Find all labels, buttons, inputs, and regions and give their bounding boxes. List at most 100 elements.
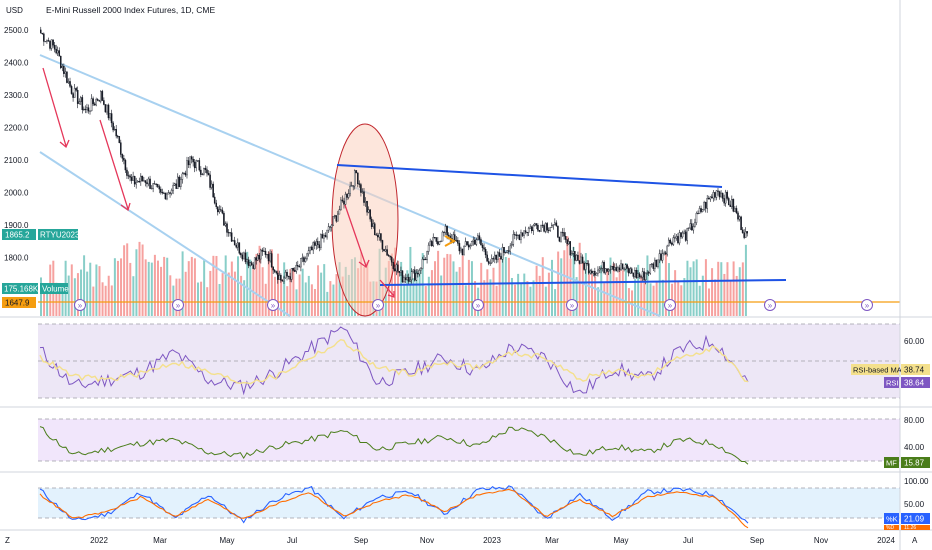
candle-body bbox=[100, 91, 102, 102]
volume-bar bbox=[547, 272, 550, 316]
event-markers: » » » » » » » » » bbox=[74, 299, 873, 311]
candle-body bbox=[280, 274, 282, 281]
volume-bar bbox=[326, 291, 329, 316]
volume-bar bbox=[664, 254, 667, 316]
volume-bar bbox=[523, 273, 526, 316]
candle-body bbox=[344, 193, 347, 205]
candle-body bbox=[655, 259, 658, 267]
candle-body bbox=[186, 160, 188, 176]
event-marker-icon bbox=[764, 299, 776, 311]
stoch-d-value: 11.26 bbox=[904, 525, 916, 531]
candle-body bbox=[543, 225, 545, 232]
candle-body bbox=[290, 268, 293, 280]
candle-body bbox=[150, 188, 153, 190]
volume-bar bbox=[150, 262, 153, 316]
price-axis-label: 2000.0 bbox=[4, 188, 29, 197]
candle-body bbox=[567, 241, 570, 245]
candle-body bbox=[115, 128, 117, 137]
candle-body bbox=[586, 263, 588, 265]
volume-bar bbox=[400, 261, 403, 316]
candle-body bbox=[144, 180, 147, 183]
event-marker-icon bbox=[664, 299, 676, 311]
candle-body bbox=[709, 196, 712, 200]
candle-body bbox=[227, 232, 230, 234]
volume-bar bbox=[720, 262, 723, 316]
candle-body bbox=[714, 192, 716, 198]
candle-body bbox=[618, 267, 621, 270]
candle-body bbox=[63, 66, 65, 74]
candle-body bbox=[163, 192, 165, 194]
candle-body bbox=[96, 99, 99, 101]
candle-body bbox=[500, 256, 502, 260]
volume-bar bbox=[461, 255, 464, 316]
candle-body bbox=[307, 250, 310, 255]
candle-body bbox=[580, 256, 582, 264]
time-axis-label: Nov bbox=[420, 536, 434, 545]
stoch-k-value-badge bbox=[901, 513, 930, 524]
price-axis-label: 2200.0 bbox=[4, 123, 29, 132]
candle-body bbox=[717, 190, 719, 192]
rsi-badge bbox=[884, 377, 899, 388]
footer-left-icon[interactable]: Z bbox=[5, 536, 10, 545]
volume-bar bbox=[178, 278, 181, 316]
candle-body bbox=[297, 264, 299, 267]
candle-body bbox=[41, 32, 44, 35]
volume-bar bbox=[224, 255, 227, 316]
candle-body bbox=[281, 280, 284, 282]
candle-body bbox=[397, 264, 399, 272]
candle-body bbox=[581, 256, 584, 264]
candle-body bbox=[538, 230, 541, 232]
event-marker-icon bbox=[74, 299, 86, 311]
footer-auto-scale[interactable]: A bbox=[912, 536, 918, 545]
event-marker-glyph: » bbox=[768, 301, 773, 310]
candle-body bbox=[181, 173, 184, 180]
volume-bar bbox=[532, 280, 535, 316]
candle-body bbox=[387, 255, 390, 257]
event-marker-glyph: » bbox=[476, 301, 481, 310]
candle-body bbox=[193, 161, 196, 169]
volume-bar bbox=[267, 251, 270, 316]
candle-body bbox=[172, 185, 174, 191]
candle-body bbox=[671, 242, 673, 245]
candle-body bbox=[638, 273, 641, 277]
candle-body bbox=[429, 241, 431, 246]
candle-body bbox=[457, 240, 459, 244]
candle-body bbox=[190, 156, 193, 160]
candle-body bbox=[147, 178, 150, 185]
volume-bar bbox=[643, 279, 646, 316]
event-marker-icon bbox=[172, 299, 184, 311]
candle-body bbox=[672, 237, 675, 245]
volume-bar bbox=[603, 283, 606, 316]
currency-label: USD bbox=[6, 6, 23, 15]
volume-bar bbox=[591, 274, 594, 316]
candle-body bbox=[176, 176, 179, 189]
candle-body bbox=[426, 251, 428, 260]
candle-body bbox=[669, 239, 672, 244]
candle-body bbox=[414, 269, 416, 281]
candle-body bbox=[729, 204, 732, 207]
candle-body bbox=[44, 41, 47, 43]
candle-body bbox=[695, 213, 698, 223]
volume-bar bbox=[138, 241, 141, 316]
volume-bar bbox=[335, 274, 338, 316]
time-axis: 2022 Mar May Jul Sep Nov 2023 Mar May Jul Sep Nov 20… bbox=[90, 536, 895, 545]
candle-body bbox=[216, 206, 219, 213]
candle-body bbox=[612, 266, 615, 270]
candle-body bbox=[353, 170, 356, 187]
volume-bar bbox=[332, 284, 335, 316]
volume-bar bbox=[634, 279, 637, 316]
candle-body bbox=[75, 88, 77, 91]
candle-body bbox=[463, 245, 465, 256]
volume-bar bbox=[258, 245, 261, 316]
candle-body bbox=[637, 273, 639, 278]
candle-body bbox=[746, 231, 749, 234]
volume-bar bbox=[467, 259, 470, 316]
candle-body bbox=[306, 253, 308, 259]
candle-body bbox=[461, 248, 464, 256]
candle-body bbox=[209, 174, 211, 188]
candle-body bbox=[501, 247, 504, 260]
candle-body bbox=[258, 254, 261, 260]
volume-bar bbox=[221, 273, 224, 316]
candle-body bbox=[438, 241, 441, 245]
